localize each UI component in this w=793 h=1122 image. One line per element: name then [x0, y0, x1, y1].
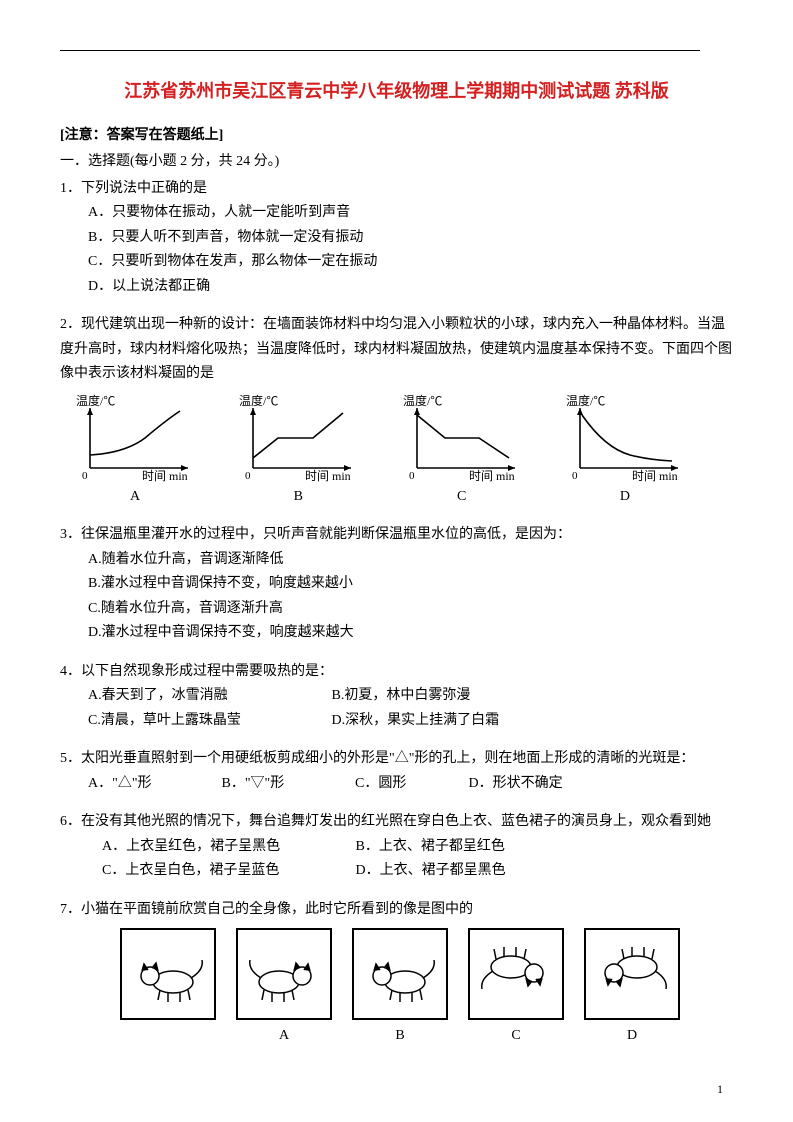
axis-x-label: 时间 min: [142, 469, 188, 483]
page-number: 1: [60, 1079, 733, 1100]
svg-text:温度/℃: 温度/℃: [566, 393, 605, 408]
q1-opt-b: B．只要人听不到声音，物体就一定没有振动: [88, 226, 733, 251]
q2-chart-a: 温度/℃ 0 时间 min A: [60, 393, 210, 510]
q7-label-b: B: [352, 1024, 448, 1049]
q3-opt-b: B.灌水过程中音调保持不变，响度越来越小: [88, 572, 733, 597]
axis-y-label: 温度/℃: [76, 393, 115, 408]
q2-chart-a-svg: 温度/℃ 0 时间 min: [70, 393, 200, 483]
question-4: 4．以下自然现象形成过程中需要吸热的是： A.春天到了，冰雪消融 B.初夏，林中…: [60, 660, 733, 734]
q3-opt-a: A.随着水位升高，音调逐渐降低: [88, 548, 733, 573]
q7-fig-original: [120, 928, 216, 1049]
q1-opt-a: A．只要物体在振动，人就一定能听到声音: [88, 201, 733, 226]
q5-opt-a: A．"△"形: [88, 772, 218, 797]
svg-text:0: 0: [245, 470, 251, 482]
svg-text:时间 min: 时间 min: [305, 469, 351, 483]
q2-label-a: A: [60, 485, 210, 510]
q4-opt-b: B.初夏，林中白雾弥漫: [332, 684, 471, 709]
question-1: 1．下列说法中正确的是 A．只要物体在振动，人就一定能听到声音 B．只要人听不到…: [60, 177, 733, 300]
cat-left-icon: [128, 944, 208, 1004]
cat-left-icon: [360, 944, 440, 1004]
q2-stem: 2．现代建筑出现一种新的设计：在墙面装饰材料中均匀混入小颗粒状的小球，球内充入一…: [60, 313, 733, 387]
q5-opt-b: B．"▽"形: [222, 772, 352, 797]
q2-charts-row: 温度/℃ 0 时间 min A 温度/℃ 0 时间 min: [60, 393, 700, 510]
q4-opt-d: D.深秋，果实上挂满了白霜: [332, 709, 500, 734]
svg-text:0: 0: [82, 470, 88, 482]
cat-right-icon: [244, 944, 324, 1004]
svg-text:温度/℃: 温度/℃: [403, 393, 442, 408]
q1-stem: 1．下列说法中正确的是: [60, 177, 733, 202]
svg-text:0: 0: [572, 470, 578, 482]
q4-opt-c: C.清晨，草叶上露珠晶莹: [88, 709, 328, 734]
question-5: 5．太阳光垂直照射到一个用硬纸板剪成细小的外形是"△"形的孔上，则在地面上形成的…: [60, 747, 733, 796]
svg-text:温度/℃: 温度/℃: [239, 393, 278, 408]
q2-chart-c-svg: 温度/℃ 0 时间 min: [397, 393, 527, 483]
q7-stem: 7．小猫在平面镜前欣赏自己的全身像，此时它所看到的像是图中的: [60, 898, 733, 923]
q7-fig-d: D: [584, 928, 680, 1049]
q2-label-b: B: [223, 485, 373, 510]
q7-fig-a: A: [236, 928, 332, 1049]
svg-text:0: 0: [409, 470, 415, 482]
q7-label-d: D: [584, 1024, 680, 1049]
exam-title: 江苏省苏州市吴江区青云中学八年级物理上学期期中测试试题 苏科版: [60, 76, 733, 108]
q2-label-c: C: [387, 485, 537, 510]
q2-chart-b: 温度/℃ 0 时间 min B: [223, 393, 373, 510]
notice: [注意：答案写在答题纸上]: [60, 124, 733, 149]
q5-opt-c: C．圆形: [355, 772, 465, 797]
q2-chart-c: 温度/℃ 0 时间 min C: [387, 393, 537, 510]
question-3: 3．往保温瓶里灌开水的过程中，只听声音就能判断保温瓶里水位的高低，是因为： A.…: [60, 523, 733, 646]
question-6: 6．在没有其他光照的情况下，舞台追舞灯发出的红光照在穿白色上衣、蓝色裙子的演员身…: [60, 810, 733, 884]
svg-text:时间 min: 时间 min: [469, 469, 515, 483]
question-7: 7．小猫在平面镜前欣赏自己的全身像，此时它所看到的像是图中的: [60, 898, 733, 1049]
q2-chart-d-svg: 温度/℃ 0 时间 min: [560, 393, 690, 483]
q4-stem: 4．以下自然现象形成过程中需要吸热的是：: [60, 660, 733, 685]
q3-stem: 3．往保温瓶里灌开水的过程中，只听声音就能判断保温瓶里水位的高低，是因为：: [60, 523, 733, 548]
cat-upside-right-icon: [476, 939, 556, 1009]
q7-fig-c: C: [468, 928, 564, 1049]
q7-label-a: A: [236, 1024, 332, 1049]
top-rule: [60, 50, 700, 51]
q6-opt-b: B．上衣、裙子都呈红色: [356, 835, 505, 860]
q2-chart-d: 温度/℃ 0 时间 min D: [550, 393, 700, 510]
q2-chart-b-svg: 温度/℃ 0 时间 min: [233, 393, 363, 483]
q2-label-d: D: [550, 485, 700, 510]
q5-opt-d: D．形状不确定: [469, 772, 563, 797]
q7-label-c: C: [468, 1024, 564, 1049]
cat-upside-left-icon: [592, 939, 672, 1009]
q6-opt-a: A．上衣呈红色，裙子呈黑色: [102, 835, 352, 860]
q6-stem: 6．在没有其他光照的情况下，舞台追舞灯发出的红光照在穿白色上衣、蓝色裙子的演员身…: [60, 810, 733, 835]
q1-opt-d: D．以上说法都正确: [88, 275, 733, 300]
q5-stem: 5．太阳光垂直照射到一个用硬纸板剪成细小的外形是"△"形的孔上，则在地面上形成的…: [60, 747, 733, 772]
question-2: 2．现代建筑出现一种新的设计：在墙面装饰材料中均匀混入小颗粒状的小球，球内充入一…: [60, 313, 733, 509]
q4-opt-a: A.春天到了，冰雪消融: [88, 684, 328, 709]
q1-opt-c: C．只要听到物体在发声，那么物体一定在振动: [88, 250, 733, 275]
svg-text:时间 min: 时间 min: [632, 469, 678, 483]
q7-fig-b: B: [352, 928, 448, 1049]
q3-opt-c: C.随着水位升高，音调逐渐升高: [88, 597, 733, 622]
q6-opt-c: C．上衣呈白色，裙子呈蓝色: [102, 859, 352, 884]
q6-opt-d: D．上衣、裙子都呈黑色: [356, 859, 506, 884]
q3-opt-d: D.灌水过程中音调保持不变，响度越来越大: [88, 621, 733, 646]
section-1-heading: 一．选择题(每小题 2 分，共 24 分。): [60, 150, 733, 175]
